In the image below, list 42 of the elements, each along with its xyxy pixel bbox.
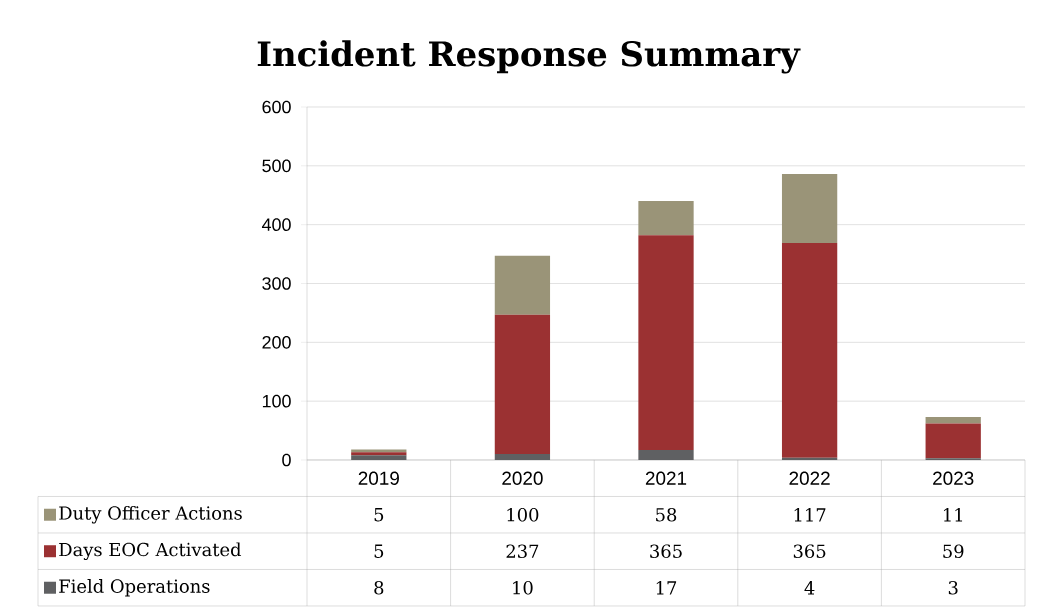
data-label: 17: [656, 581, 677, 595]
y-tick-label: 0: [282, 453, 291, 467]
y-tick-label: 400: [261, 218, 291, 231]
bar: [925, 423, 981, 459]
x-tick-label: 2019: [358, 471, 399, 485]
bar: [781, 174, 838, 243]
legend-label: Days EOC Activated: [59, 542, 242, 561]
y-tick-label: 600: [262, 100, 291, 114]
data-label: 5: [374, 508, 384, 522]
data-label: 237: [506, 544, 539, 559]
bar: [638, 449, 694, 460]
y-tick-label: 200: [262, 335, 291, 349]
data-label: 117: [794, 508, 826, 522]
data-label: 59: [943, 544, 964, 559]
legend-label: Field Operations: [59, 579, 210, 597]
x-tick-label: 2023: [933, 471, 974, 485]
x-tick-label: 2020: [502, 471, 543, 485]
x-tick-label: 2022: [789, 471, 830, 485]
y-tick-label: 300: [262, 277, 291, 290]
data-label: 3: [948, 580, 958, 595]
bar: [781, 242, 838, 458]
data-label: 100: [507, 507, 539, 522]
x-tick-label: 2021: [645, 471, 687, 485]
bar: [494, 454, 551, 460]
y-tick-label: 500: [262, 159, 291, 173]
bar: [494, 314, 551, 455]
data-label: 4: [804, 581, 815, 595]
legend-label: Duty Officer Actions: [59, 505, 242, 524]
bar: [494, 255, 551, 315]
data-label: 365: [650, 544, 682, 559]
data-label: 5: [374, 544, 384, 558]
chart-title: Incident Response Summary: [257, 40, 801, 74]
bar: [638, 235, 694, 450]
y-tick-label: 100: [262, 394, 291, 408]
bar: [638, 201, 694, 236]
data-label: 11: [943, 508, 963, 522]
data-label: 58: [656, 507, 677, 522]
data-label: 365: [793, 544, 826, 559]
data-label: 10: [513, 580, 533, 595]
bar: [351, 455, 407, 460]
data-label: 8: [374, 580, 384, 595]
bar: [925, 417, 981, 424]
